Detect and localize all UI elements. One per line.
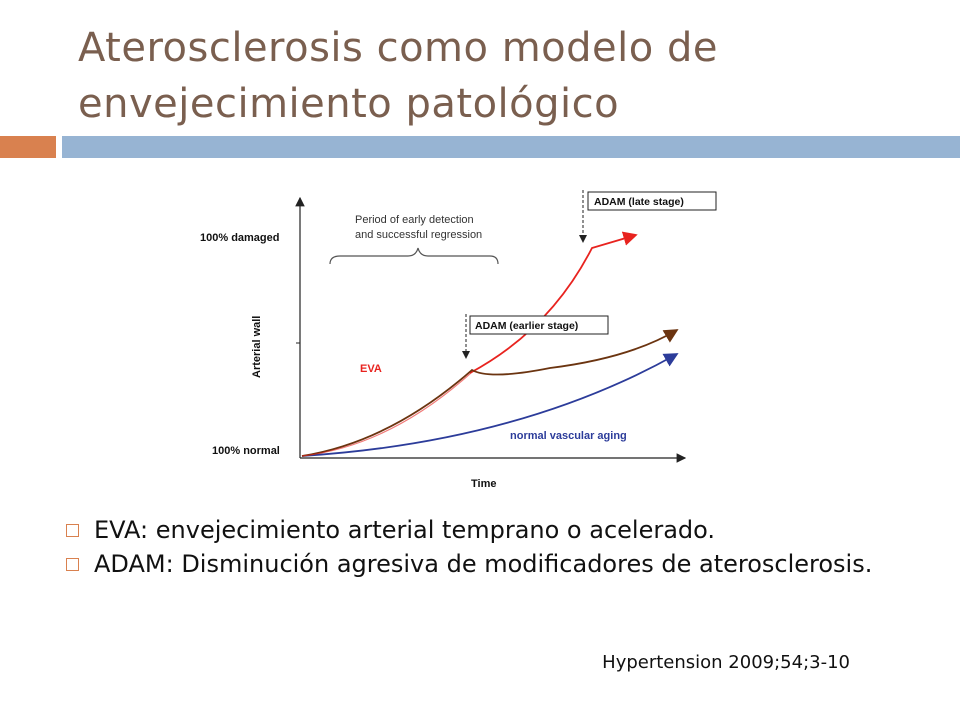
bullet-box-icon [66, 524, 79, 537]
accent-bar-orange [0, 136, 56, 158]
bullet-box-icon [66, 558, 79, 571]
title-line-2: envejecimiento patológico [78, 81, 620, 127]
brown-curve [301, 329, 679, 457]
bullet-text: ADAM: Disminución agresiva de modificado… [94, 550, 873, 578]
arterial-wall-diagram: 100% damaged 100% normal Arterial wall T… [190, 180, 750, 500]
brace-label-line-2: and successful regression [355, 229, 482, 241]
bullet-item: ADAM: Disminución agresiva de modificado… [60, 549, 920, 579]
detection-brace [329, 247, 499, 265]
red-curve-late [469, 231, 638, 374]
normal-aging-label: normal vascular aging [510, 430, 627, 442]
slide-title: Aterosclerosis como modelo de envejecimi… [78, 20, 938, 132]
y-top-label: 100% damaged [200, 232, 279, 244]
y-axis-label: Arterial wall [251, 316, 263, 378]
bullet-text: EVA: envejecimiento arterial temprano o … [94, 516, 716, 544]
brace-label-line-1: Period of early detection [355, 214, 474, 226]
eva-label: EVA [360, 363, 382, 375]
bullet-list: EVA: envejecimiento arterial temprano o … [60, 515, 920, 583]
reference-citation: Hypertension 2009;54;3-10 [602, 652, 850, 673]
accent-bar-blue [62, 136, 960, 158]
adam-late-box [587, 191, 717, 211]
x-axis-label: Time [471, 478, 496, 490]
adam-early-label: ADAM (earlier stage) [475, 320, 578, 332]
adam-late-label: ADAM (late stage) [594, 196, 684, 208]
diagram-svg: 100% damaged 100% normal Arterial wall T… [200, 190, 717, 490]
red-curve-early [301, 371, 473, 457]
y-bottom-label: 100% normal [212, 445, 280, 457]
bullet-item: EVA: envejecimiento arterial temprano o … [60, 515, 920, 545]
title-line-1: Aterosclerosis como modelo de [78, 25, 718, 71]
adam-early-box [469, 315, 609, 335]
normal-aging-curve [301, 353, 679, 457]
